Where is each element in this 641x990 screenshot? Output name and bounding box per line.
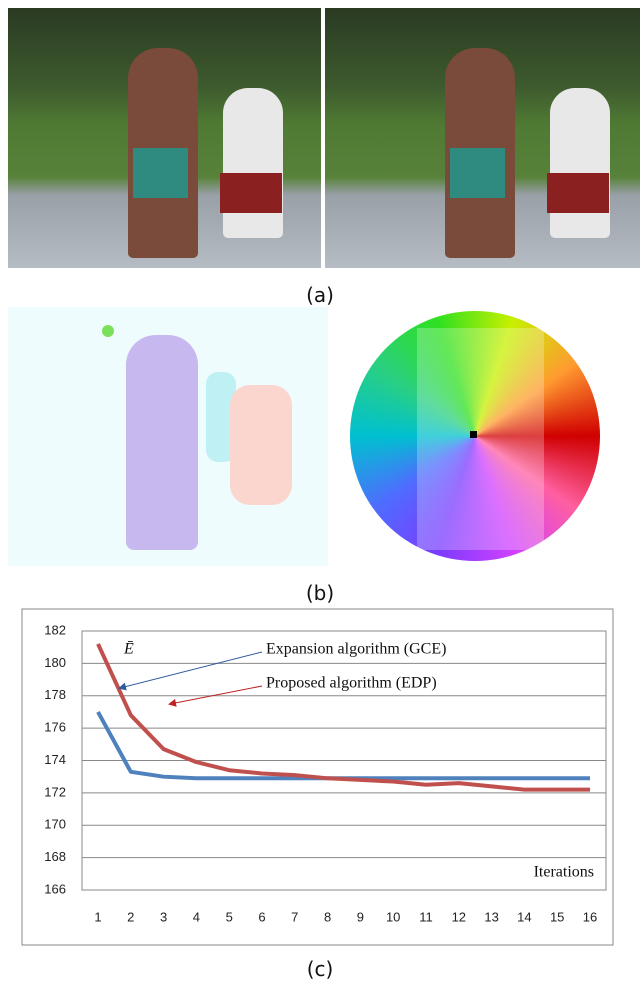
x-tick-label: 1 bbox=[94, 909, 101, 924]
arrow bbox=[170, 686, 262, 704]
x-axis-label: Iterations bbox=[534, 864, 594, 881]
y-tick-label: 180 bbox=[44, 655, 66, 670]
y-axis-label: Ē bbox=[123, 641, 134, 658]
y-tick-label: 170 bbox=[44, 817, 66, 832]
x-tick-label: 5 bbox=[226, 909, 233, 924]
x-tick-label: 2 bbox=[127, 909, 134, 924]
x-tick-label: 14 bbox=[517, 909, 531, 924]
x-tick-label: 3 bbox=[160, 909, 167, 924]
y-tick-label: 182 bbox=[44, 622, 66, 637]
x-tick-label: 10 bbox=[386, 909, 400, 924]
series-line bbox=[98, 644, 590, 790]
panel-label: (c) bbox=[290, 957, 350, 981]
y-tick-label: 178 bbox=[44, 687, 66, 702]
page: {"labels": ["(a)", "(b)", "(c)"], "chart… bbox=[0, 0, 641, 990]
x-tick-label: 16 bbox=[583, 909, 597, 924]
y-tick-label: 172 bbox=[44, 784, 66, 799]
y-tick-label: 166 bbox=[44, 881, 66, 896]
x-tick-label: 12 bbox=[452, 909, 466, 924]
annotation: Proposed algorithm (EDP) bbox=[266, 675, 437, 692]
x-tick-label: 13 bbox=[484, 909, 498, 924]
figure: (a) (b) 16616817017217417617818018212345… bbox=[0, 0, 641, 990]
x-tick-label: 4 bbox=[193, 909, 200, 924]
x-tick-label: 9 bbox=[357, 909, 364, 924]
y-tick-label: 174 bbox=[44, 752, 66, 767]
x-tick-label: 6 bbox=[258, 909, 265, 924]
y-tick-label: 176 bbox=[44, 720, 66, 735]
x-tick-label: 7 bbox=[291, 909, 298, 924]
x-tick-label: 8 bbox=[324, 909, 331, 924]
x-tick-label: 11 bbox=[419, 909, 433, 924]
series-line bbox=[98, 712, 590, 778]
annotation: Expansion algorithm (GCE) bbox=[266, 641, 446, 658]
x-tick-label: 15 bbox=[550, 909, 564, 924]
chart: 1661681701721741761781801821234567891011… bbox=[0, 0, 641, 990]
arrow bbox=[120, 652, 262, 688]
y-tick-label: 168 bbox=[44, 849, 66, 864]
